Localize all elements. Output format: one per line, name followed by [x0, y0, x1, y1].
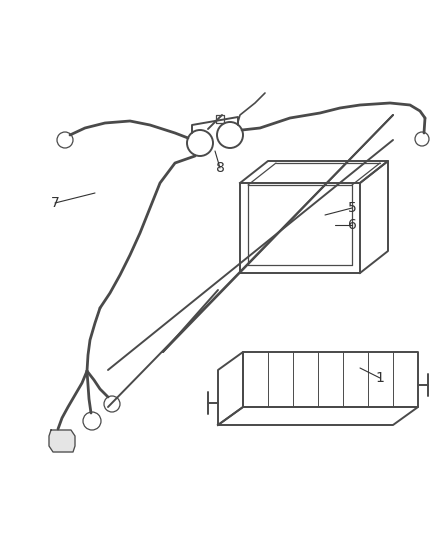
Text: 5: 5 — [348, 201, 357, 215]
Text: 1: 1 — [375, 371, 385, 385]
Text: 7: 7 — [51, 196, 60, 210]
Text: 6: 6 — [348, 218, 357, 232]
Polygon shape — [49, 430, 75, 452]
Text: 8: 8 — [215, 161, 224, 175]
